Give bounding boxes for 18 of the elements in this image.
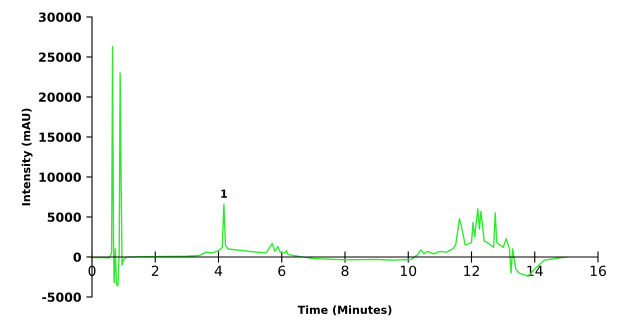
x-axis-title: Time (Minutes) <box>298 305 392 316</box>
x-tick-label: 6 <box>278 266 286 276</box>
y-tick-label: 25000 <box>39 52 81 62</box>
x-tick-label: 16 <box>590 266 606 276</box>
y-axis-title: Intensity (mAU) <box>22 108 33 206</box>
x-tick-label: 2 <box>152 266 158 276</box>
y-tick-label: 5000 <box>48 212 81 222</box>
y-tick-label: 15000 <box>40 132 81 142</box>
x-tick-label: 4 <box>214 266 222 276</box>
y-tick-label: 30000 <box>38 12 81 22</box>
y-tick-label: -5000 <box>42 292 81 302</box>
y-tick-label: 20000 <box>39 92 81 102</box>
annotation: 1 <box>221 190 227 198</box>
x-tick-label: 10 <box>400 266 416 276</box>
x-tick-label: 12 <box>464 266 479 276</box>
x-tick-label: 8 <box>342 266 348 276</box>
y-tick-label: 10000 <box>40 172 81 182</box>
y-tick-label: 0 <box>73 252 81 262</box>
